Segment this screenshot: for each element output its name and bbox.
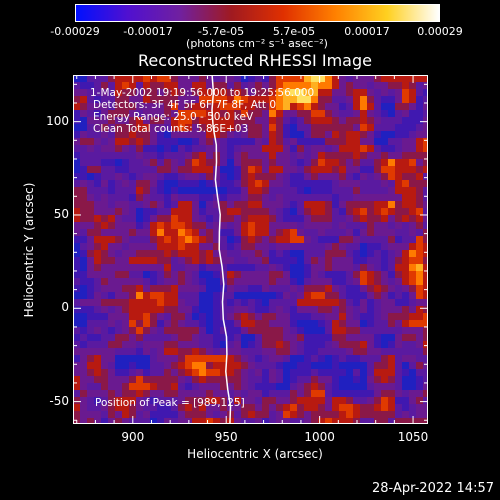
y-tick-label: 50	[53, 206, 69, 221]
colorbar-tick-label: -5.7e-05	[197, 25, 245, 38]
heatmap-cells	[73, 75, 428, 424]
plot-frame	[73, 75, 428, 424]
y-tick-label: 0	[61, 300, 69, 315]
annotation-time-range: 1-May-2002 19:19:56.000 to 19:25:56.000	[90, 87, 315, 99]
annotation-energy: Energy Range: 25.0 - 50.0 keV	[93, 111, 254, 123]
colorbar-tick-label: 0.00029	[417, 25, 463, 38]
colorbar-tick-label: -0.00017	[123, 25, 173, 38]
colorbar-tick-label: 5.7e-05	[272, 25, 316, 38]
image-plot	[73, 75, 428, 424]
annotation-detectors: Detectors: 3F 4F 5F 6F 7F 8F, Att 0	[93, 99, 277, 111]
annotation-clean: Clean Total counts: 5.86E+03	[93, 123, 249, 135]
x-tick-label: 950	[214, 430, 238, 444]
x-tick-label: 1050	[397, 430, 429, 444]
colorbar-tick-label: 0.00017	[344, 25, 390, 38]
colorbar-tick-label: -0.00029	[50, 25, 100, 38]
colorbar-units: (photons cm⁻² s⁻¹ asec⁻²)	[186, 37, 328, 50]
x-tick-label: 900	[121, 430, 145, 444]
y-axis-label: Heliocentric Y (arcsec)	[22, 182, 36, 318]
x-axis-label: Heliocentric X (arcsec)	[187, 447, 323, 461]
annotation-peak: Position of Peak = [989,125]	[95, 397, 245, 409]
y-tick-label: -50	[49, 393, 69, 408]
x-tick-label: 1000	[304, 430, 335, 444]
y-tick-label: 100	[46, 113, 69, 128]
solar-limb-line	[211, 75, 232, 424]
axis-ticks	[73, 75, 428, 424]
colorbar	[75, 4, 440, 22]
chart-title: Reconstructed RHESSI Image	[138, 51, 372, 70]
timestamp: 28-Apr-2022 14:57	[372, 481, 494, 496]
